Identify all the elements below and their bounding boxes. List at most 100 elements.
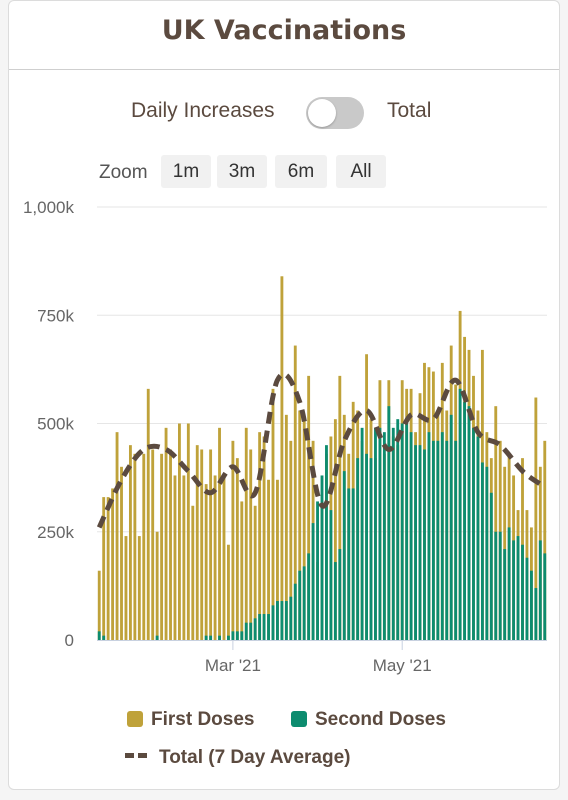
second-dose-bar [244, 622, 248, 640]
zoom-label: Zoom [99, 162, 148, 183]
second-dose-bar [485, 466, 489, 640]
first-dose-bar [209, 449, 213, 640]
zoom-3m-button[interactable]: 3m [217, 155, 267, 188]
second-dose-bar [418, 445, 422, 640]
first-dose-bar [102, 497, 106, 640]
second-dose-bar [391, 427, 395, 640]
second-dose-bar [489, 492, 493, 640]
first-dose-bar [164, 427, 168, 640]
first-dose-bar [534, 397, 538, 640]
y-tick-label: 1,000k [23, 198, 75, 217]
daily-increases-label[interactable]: Daily Increases [131, 99, 275, 122]
second-dose-bar [378, 427, 382, 640]
first-dose-bar [258, 432, 262, 640]
second-dose-bar [543, 553, 547, 640]
x-tick-label: Mar '21 [205, 656, 261, 675]
legend-first-doses-label: First Doses [151, 709, 255, 730]
second-dose-bar [235, 631, 239, 640]
first-doses-swatch [127, 711, 143, 727]
second-dose-bar [333, 562, 337, 640]
first-dose-bar [276, 479, 279, 640]
second-dose-bar [231, 631, 235, 640]
first-dose-bar [120, 466, 123, 640]
first-dose-bar [293, 345, 297, 640]
second-dose-bar [423, 449, 426, 640]
first-dose-bar [137, 536, 141, 640]
first-dose-bar [115, 432, 119, 640]
second-dose-bar [329, 510, 333, 640]
second-dose-bar [320, 475, 324, 640]
first-dose-bar [240, 501, 244, 640]
first-dose-bar [280, 276, 284, 640]
second-dose-bar [467, 406, 471, 640]
first-dose-bar [182, 475, 186, 640]
first-dose-bar [543, 440, 547, 640]
second-dose-bar [240, 631, 244, 640]
first-dose-bar [106, 497, 110, 640]
chart-title: UK Vaccinations [161, 15, 407, 46]
second-dose-bar [405, 419, 409, 640]
first-dose-bar [289, 440, 293, 640]
first-dose-bar [195, 445, 199, 640]
second-dose-bar [218, 635, 221, 640]
first-dose-bar [128, 445, 132, 640]
second-dose-bar [302, 566, 306, 640]
second-dose-bar [209, 635, 213, 640]
second-dose-bar [507, 527, 511, 640]
first-dose-bar [284, 414, 288, 640]
total-label[interactable]: Total [387, 99, 432, 122]
second-dose-bar [445, 440, 449, 640]
legend-total-average[interactable]: Total (7 Day Average) [125, 747, 350, 769]
legend-first-doses[interactable]: First Doses [127, 709, 254, 731]
second-dose-bar [463, 401, 467, 640]
second-dose-bar [293, 583, 297, 640]
second-dose-bar [102, 635, 106, 640]
second-dose-bar [458, 388, 462, 640]
second-dose-bar [521, 544, 524, 640]
second-dose-bar [347, 488, 351, 640]
zoom-all-button[interactable]: All [336, 155, 386, 188]
second-dose-bar [249, 622, 253, 640]
first-dose-bar [200, 449, 204, 640]
first-dose-bar [267, 479, 270, 640]
second-dose-bar [307, 553, 311, 640]
daily-total-toggle[interactable] [306, 97, 364, 129]
second-dose-bar [271, 605, 275, 640]
second-dose-bar [351, 488, 355, 640]
first-dose-bar [169, 449, 172, 640]
first-dose-bar [142, 453, 146, 640]
first-dose-bar [204, 484, 208, 640]
second-dose-bar [97, 631, 101, 640]
second-dose-bar [400, 423, 404, 640]
second-dose-bar [253, 618, 257, 640]
second-dose-bar [476, 436, 480, 640]
second-dose-bar [382, 432, 386, 640]
first-dose-bar [178, 423, 181, 640]
second-dose-bar [516, 536, 520, 640]
x-tick-label: May '21 [373, 656, 432, 675]
zoom-6m-button[interactable]: 6m [275, 155, 327, 188]
second-dose-bar [204, 635, 208, 640]
first-dose-bar [494, 406, 498, 640]
second-dose-bar [298, 570, 302, 640]
mode-toggle-row: Daily Increases Total [9, 97, 559, 129]
second-dose-bar [449, 414, 453, 640]
second-dose-bar [529, 570, 533, 640]
legend-total-average-label: Total (7 Day Average) [159, 747, 351, 768]
second-dose-bar [472, 427, 475, 640]
first-dose-bar [213, 475, 217, 640]
zoom-1m-button[interactable]: 1m [161, 155, 211, 188]
second-dose-bar [267, 614, 270, 640]
second-dose-bar [284, 601, 288, 640]
second-dose-bar [409, 432, 413, 640]
legend-second-doses[interactable]: Second Doses [291, 709, 446, 731]
toggle-knob [308, 99, 336, 127]
total-average-dash [125, 753, 151, 758]
zoom-row: Zoom 1m 3m 6m All [9, 155, 559, 189]
first-dose-bar [111, 488, 115, 640]
second-dose-bar [498, 531, 502, 640]
second-dose-bar [436, 440, 440, 640]
y-tick-label: 250k [37, 523, 74, 542]
first-dose-bar [146, 388, 150, 640]
second-dose-bar [480, 462, 484, 640]
